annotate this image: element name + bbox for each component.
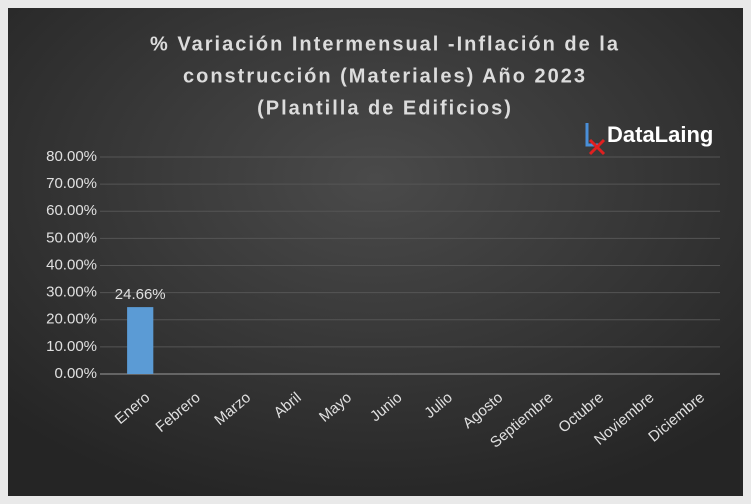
chart-title: % Variación Intermensual -Inflación de l…: [150, 33, 620, 55]
y-tick-label: 0.00%: [54, 365, 97, 382]
logo-icon: [588, 138, 606, 156]
data-label: 24.66%: [115, 286, 166, 303]
y-tick-label: 30.00%: [46, 284, 97, 301]
y-tick-label: 70.00%: [46, 175, 97, 192]
y-tick-label: 50.00%: [46, 229, 97, 246]
y-tick-label: 20.00%: [46, 311, 97, 328]
logo: DataLaing: [607, 122, 713, 147]
bar: [127, 307, 154, 374]
chart-title: (Plantilla de Edificios): [257, 97, 513, 119]
chart-title: construcción (Materiales) Año 2023: [183, 65, 587, 87]
y-tick-label: 80.00%: [46, 148, 97, 165]
y-tick-label: 10.00%: [46, 338, 97, 355]
y-tick-label: 60.00%: [46, 202, 97, 219]
chart-background: [8, 8, 743, 496]
y-tick-label: 40.00%: [46, 256, 97, 273]
